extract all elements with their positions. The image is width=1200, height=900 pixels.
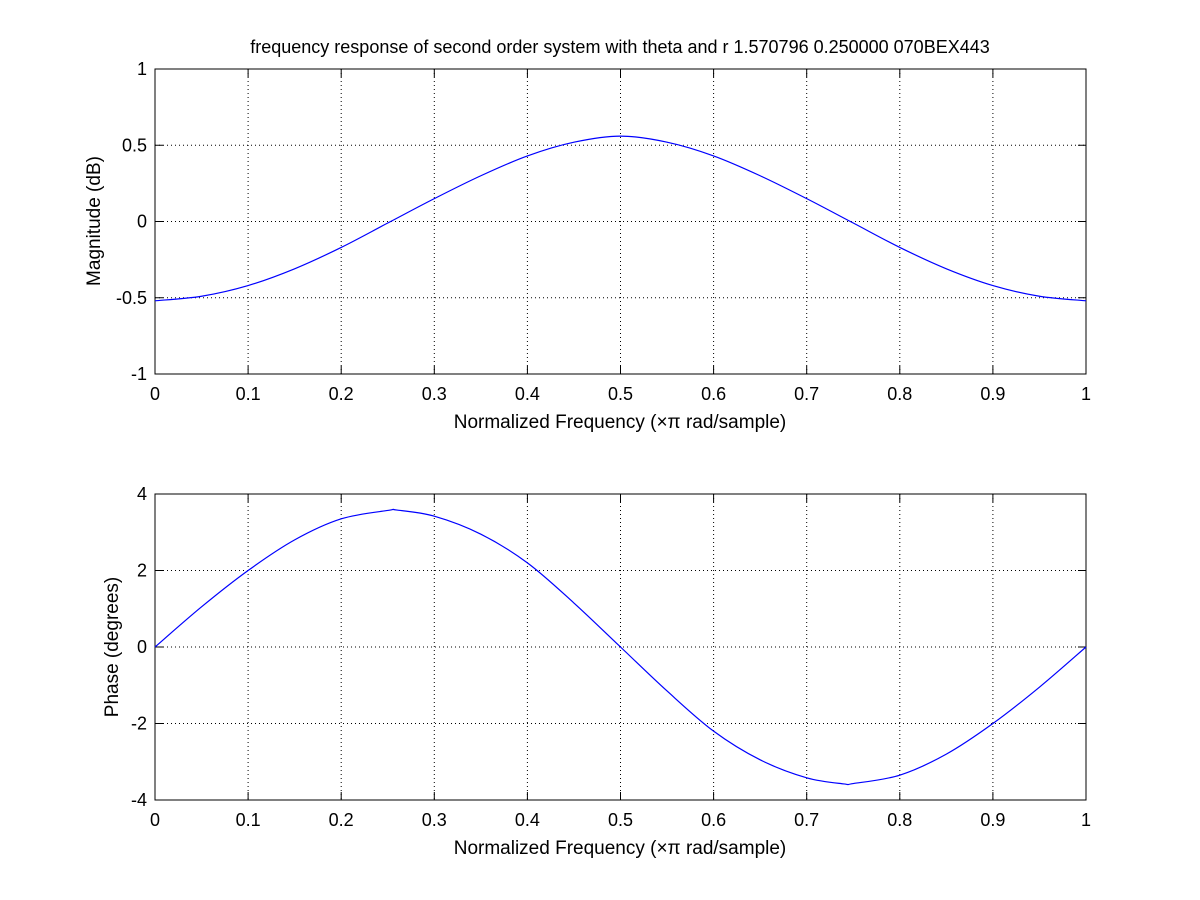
magnitude-series-line (154, 135, 1087, 302)
chart-title: frequency response of second order syste… (250, 37, 990, 57)
phase-y-tick-labels: -4 -2 0 2 4 (131, 484, 147, 810)
phase-x-tick-label: 0.6 (701, 810, 726, 830)
phase-x-tick-label: 1 (1081, 810, 1091, 830)
phase-x-tick-label: 0.2 (329, 810, 354, 830)
phase-y-tick-label: 4 (137, 484, 147, 504)
phase-x-tick-label: 0.5 (608, 810, 633, 830)
magnitude-axes: 0 0.1 0.2 0.3 0.4 0.5 0.6 0.7 0.8 0.9 1 -1 -0.5 0 0.5… (84, 37, 1091, 433)
magnitude-grid (155, 69, 1086, 374)
magnitude-y-axis-label: Magnitude (dB) (84, 156, 105, 286)
phase-x-tick-labels: 0 0.1 0.2 0.3 0.4 0.5 0.6 0.7 0.8 0.9 1 (150, 810, 1091, 830)
magnitude-y-tick-label: 0 (137, 212, 147, 232)
magnitude-x-tick-label: 0.7 (794, 384, 819, 404)
phase-series (154, 508, 1087, 786)
phase-x-tick-label: 0 (150, 810, 160, 830)
phase-y-tick-label: -4 (131, 790, 147, 810)
phase-tick-marks (154, 493, 1087, 801)
phase-x-tick-label: 0.1 (236, 810, 261, 830)
magnitude-x-tick-label: 0.6 (701, 384, 726, 404)
phase-x-axis-label: Normalized Frequency (×π rad/sample) (454, 838, 787, 859)
phase-x-tick-label: 0.9 (980, 810, 1005, 830)
magnitude-x-tick-label: 1 (1081, 384, 1091, 404)
phase-y-tick-label: -2 (131, 714, 147, 734)
magnitude-y-tick-label: -1 (131, 364, 147, 384)
phase-x-tick-label: 0.4 (515, 810, 540, 830)
phase-x-tick-label: 0.8 (887, 810, 912, 830)
magnitude-tick-marks (154, 68, 1087, 375)
magnitude-y-tick-labels: -1 -0.5 0 0.5 1 (116, 59, 147, 384)
magnitude-x-tick-label: 0.3 (422, 384, 447, 404)
magnitude-x-tick-labels: 0 0.1 0.2 0.3 0.4 0.5 0.6 0.7 0.8 0.9 1 (150, 384, 1091, 404)
phase-x-tick-label: 0.7 (794, 810, 819, 830)
magnitude-x-tick-label: 0.2 (329, 384, 354, 404)
magnitude-x-tick-label: 0.1 (236, 384, 261, 404)
phase-series-line (154, 508, 1087, 786)
phase-y-tick-label: 2 (137, 561, 147, 581)
phase-y-tick-label: 0 (137, 637, 147, 657)
magnitude-x-tick-label: 0.4 (515, 384, 540, 404)
phase-axes: 0 0.1 0.2 0.3 0.4 0.5 0.6 0.7 0.8 0.9 1 -4 -2 0 2 4 No… (102, 484, 1091, 859)
magnitude-x-tick-label: 0.9 (980, 384, 1005, 404)
magnitude-x-tick-label: 0.5 (608, 384, 633, 404)
magnitude-y-tick-label: 1 (137, 59, 147, 79)
magnitude-y-tick-label: 0.5 (122, 135, 147, 155)
phase-x-tick-label: 0.3 (422, 810, 447, 830)
phase-y-axis-label: Phase (degrees) (102, 577, 123, 717)
magnitude-y-tick-label: -0.5 (116, 288, 147, 308)
magnitude-series (154, 135, 1087, 302)
magnitude-x-tick-label: 0.8 (887, 384, 912, 404)
magnitude-x-axis-label: Normalized Frequency (×π rad/sample) (454, 412, 787, 433)
magnitude-x-tick-label: 0 (150, 384, 160, 404)
